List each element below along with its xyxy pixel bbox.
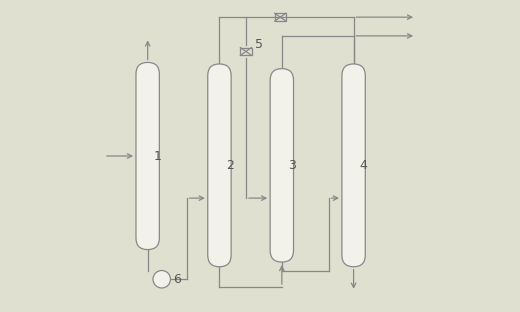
Circle shape (153, 271, 171, 288)
FancyBboxPatch shape (136, 62, 159, 250)
Text: 6: 6 (174, 273, 181, 286)
Bar (240, 47, 252, 56)
Text: 5: 5 (255, 38, 263, 51)
Text: 3: 3 (288, 159, 296, 172)
Text: 1: 1 (154, 149, 162, 163)
FancyBboxPatch shape (342, 64, 365, 267)
FancyBboxPatch shape (270, 69, 293, 262)
Bar (275, 13, 286, 21)
FancyBboxPatch shape (208, 64, 231, 267)
Text: 4: 4 (360, 159, 368, 172)
Text: 2: 2 (226, 159, 233, 172)
